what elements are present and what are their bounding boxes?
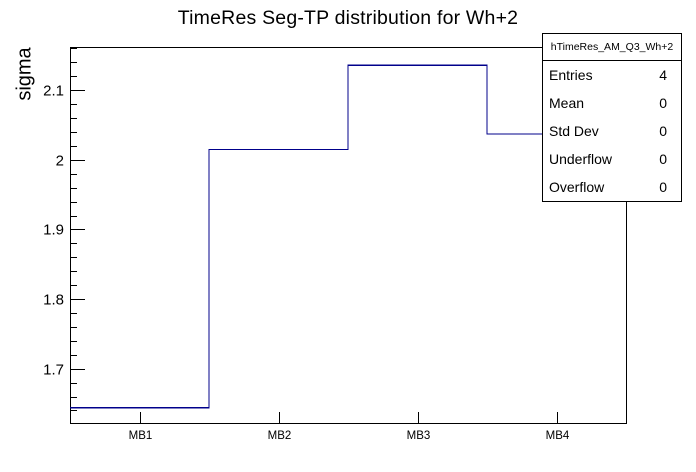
stats-row-value: 0 bbox=[659, 95, 667, 111]
stats-box-title: hTimeRes_AM_Q3_Wh+2 bbox=[543, 34, 681, 61]
stats-row: Overflow 0 bbox=[543, 173, 681, 201]
stats-row-label: Overflow bbox=[549, 179, 605, 195]
stats-row: Entries 4 bbox=[543, 61, 681, 89]
stats-row-label: Mean bbox=[549, 95, 585, 111]
stats-box-rows: Entries 4 Mean 0 Std Dev 0 Underflow 0 Overflow 0 bbox=[543, 61, 681, 201]
stats-row-value: 0 bbox=[659, 179, 667, 195]
x-axis-tick-label: MB1 bbox=[129, 430, 153, 442]
stats-row-value: 4 bbox=[659, 67, 667, 83]
y-axis-tick-label: 1.7 bbox=[43, 362, 64, 379]
stats-row: Underflow 0 bbox=[543, 145, 681, 173]
stats-row-value: 0 bbox=[659, 151, 667, 167]
stats-row-label: Entries bbox=[549, 67, 593, 83]
x-axis-tick-label: MB3 bbox=[407, 430, 431, 442]
stats-box: hTimeRes_AM_Q3_Wh+2 Entries 4 Mean 0 Std Dev… bbox=[542, 33, 682, 202]
y-axis-tick-label: 2.1 bbox=[43, 83, 64, 100]
stats-row: Std Dev 0 bbox=[543, 117, 681, 145]
plot-frame bbox=[70, 47, 627, 424]
y-axis-tick-label: 2 bbox=[56, 153, 64, 170]
stats-row: Mean 0 bbox=[543, 89, 681, 117]
x-axis-tick-label: MB2 bbox=[268, 430, 292, 442]
stats-row-label: Underflow bbox=[549, 151, 613, 167]
x-axis-tick-label: MB4 bbox=[546, 430, 570, 442]
stats-row-label: Std Dev bbox=[549, 123, 599, 139]
histogram-step-line bbox=[70, 64, 626, 409]
y-axis-tick-label: 1.9 bbox=[43, 222, 64, 239]
stats-row-value: 0 bbox=[659, 123, 667, 139]
y-axis-tick-label: 1.8 bbox=[43, 292, 64, 309]
chart-title: TimeRes Seg-TP distribution for Wh+2 bbox=[177, 7, 519, 29]
